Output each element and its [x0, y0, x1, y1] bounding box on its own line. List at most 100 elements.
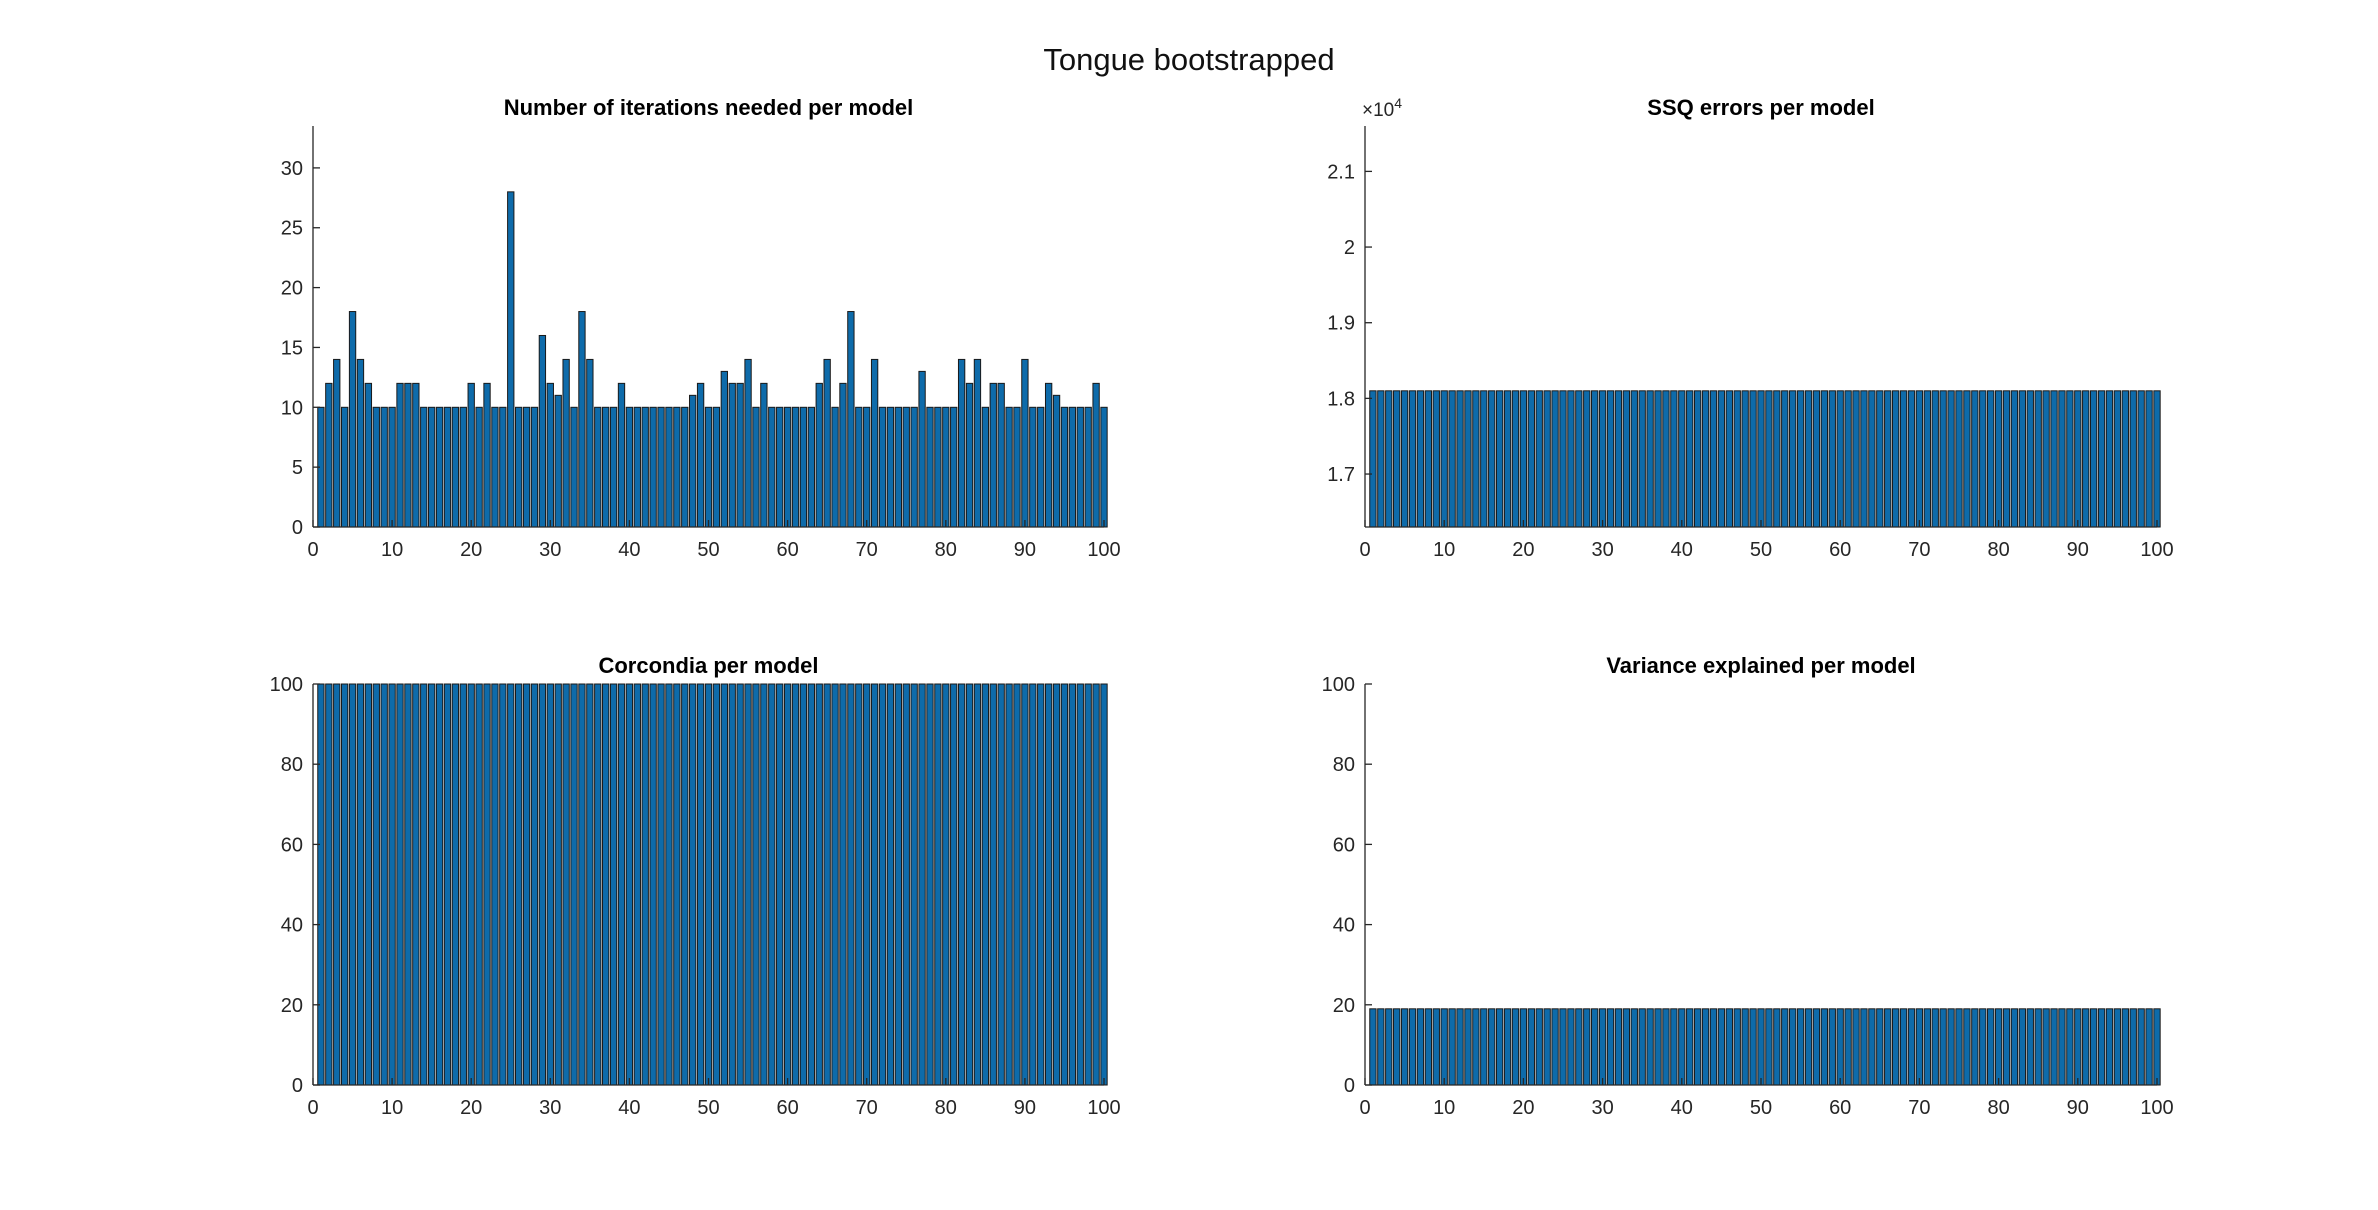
bar	[1994, 1008, 2003, 1086]
bar	[1781, 1008, 1789, 1086]
y-tick-label: 2	[1344, 237, 1355, 259]
bar	[1029, 406, 1037, 528]
bar	[570, 683, 578, 1086]
bar	[1385, 390, 1393, 528]
y-tick-label: 20	[281, 995, 303, 1017]
bar	[2018, 390, 2027, 528]
bar	[815, 382, 823, 528]
bar	[1646, 390, 1654, 528]
bar	[325, 382, 333, 528]
bar	[2042, 390, 2050, 528]
y-tick-label: 1.9	[1327, 313, 1355, 335]
bar	[981, 406, 990, 528]
y-tick-label: 80	[281, 754, 303, 776]
bar	[689, 394, 697, 528]
bar	[1092, 382, 1100, 528]
bar	[1511, 390, 1520, 528]
bar	[2002, 390, 2011, 528]
x-tick-label: 20	[460, 539, 482, 561]
bar	[942, 683, 950, 1086]
bar	[1005, 406, 1013, 528]
bar	[1424, 1008, 1433, 1086]
bar	[1369, 1008, 1377, 1086]
bar	[2129, 1008, 2137, 1086]
bar	[942, 406, 950, 528]
bar	[483, 683, 491, 1086]
bar	[2066, 390, 2074, 528]
bar	[1519, 390, 1528, 528]
bar	[1456, 1008, 1464, 1086]
bar	[989, 683, 997, 1086]
bar	[1472, 1008, 1480, 1086]
bar	[554, 683, 562, 1086]
bar	[1044, 382, 1053, 528]
chart-panel-3: 0 10 20 30 40 50 60 70 80 90 100 0 20 40 60 80 100 Corcon…	[270, 653, 1121, 1119]
bar	[404, 683, 412, 1086]
bar	[1646, 1008, 1654, 1086]
bar	[1052, 394, 1061, 528]
y-tick-label: 15	[281, 337, 303, 359]
bar	[807, 406, 815, 528]
bar	[1511, 1008, 1520, 1086]
bar	[1670, 1008, 1678, 1086]
bar	[388, 683, 396, 1086]
bar	[2105, 390, 2114, 528]
bar	[2137, 390, 2145, 528]
bar	[681, 683, 689, 1086]
bar	[1400, 1008, 1409, 1086]
bar	[973, 683, 982, 1086]
bar	[1638, 390, 1646, 528]
bar	[2010, 390, 2019, 528]
bar	[538, 683, 547, 1086]
bar	[1638, 1008, 1646, 1086]
bar	[799, 406, 808, 528]
x-tick-label: 90	[2067, 1097, 2089, 1119]
bar	[1456, 390, 1464, 528]
bar	[696, 382, 705, 528]
bar	[1693, 390, 1702, 528]
bar	[1678, 1008, 1686, 1086]
bar	[609, 683, 618, 1086]
bar	[1876, 390, 1884, 528]
bar	[1741, 1008, 1749, 1086]
bar	[333, 358, 341, 528]
bar	[831, 406, 839, 528]
bar	[372, 683, 380, 1086]
bar	[2026, 390, 2034, 528]
bar	[815, 683, 823, 1086]
bar	[586, 358, 594, 528]
x-tick-label: 80	[1987, 1097, 2009, 1119]
bar	[1836, 390, 1844, 528]
bar	[950, 683, 958, 1086]
bar	[2153, 1008, 2161, 1086]
bar	[1480, 1008, 1488, 1086]
bar	[1037, 406, 1045, 528]
bar	[704, 683, 713, 1086]
bar	[1598, 390, 1607, 528]
bar	[1591, 1008, 1599, 1086]
y-tick-label: 40	[281, 915, 303, 937]
bar	[475, 683, 483, 1086]
bar	[2066, 1008, 2074, 1086]
y-tick-label: 0	[1344, 1075, 1355, 1097]
bar	[1804, 390, 1813, 528]
bar	[1812, 390, 1821, 528]
bar	[1464, 1008, 1472, 1086]
bar	[641, 406, 649, 528]
bar	[1591, 390, 1599, 528]
bar	[1559, 1008, 1567, 1086]
x-tick-label: 10	[381, 539, 403, 561]
bar	[776, 406, 784, 528]
bar	[1393, 1008, 1401, 1086]
bar	[2082, 1008, 2090, 1086]
bar	[1567, 390, 1575, 528]
bar	[1662, 1008, 1670, 1086]
bar	[1543, 390, 1551, 528]
x-tick-label: 80	[1987, 539, 2009, 561]
bar	[641, 683, 649, 1086]
x-tick-label: 30	[539, 1097, 561, 1119]
x-tick-label: 100	[1087, 1097, 1120, 1119]
bar	[451, 406, 460, 528]
bar	[1749, 390, 1757, 528]
bar	[657, 406, 665, 528]
